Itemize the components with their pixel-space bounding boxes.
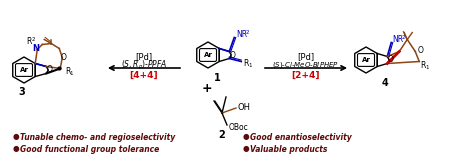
Text: O: O: [60, 53, 66, 62]
Text: 2: 2: [245, 30, 249, 35]
Text: [Pd]: [Pd]: [136, 52, 153, 62]
Text: R: R: [243, 59, 249, 68]
Text: Ar: Ar: [362, 57, 371, 63]
Text: [4+4]: [4+4]: [130, 70, 158, 80]
Text: O: O: [229, 50, 235, 60]
Text: O: O: [46, 66, 52, 75]
Text: 2: 2: [401, 35, 405, 40]
Text: [Pd]: [Pd]: [298, 52, 315, 62]
Text: Valuable products: Valuable products: [250, 145, 328, 153]
Text: Good enantioselectivity: Good enantioselectivity: [250, 132, 352, 142]
Text: R: R: [420, 61, 426, 70]
Text: Tunable chemo- and regioselectivity: Tunable chemo- and regioselectivity: [20, 132, 175, 142]
Text: O: O: [387, 55, 393, 65]
Text: R: R: [65, 67, 71, 76]
Text: Ar: Ar: [19, 67, 28, 73]
Text: $(S)$-Cl-MeO-BIPHEP: $(S)$-Cl-MeO-BIPHEP: [273, 60, 339, 70]
Text: 2: 2: [219, 130, 225, 140]
Text: Ar: Ar: [203, 52, 212, 58]
Text: R: R: [27, 37, 32, 46]
Text: $(S,R_p)$-PPFA: $(S,R_p)$-PPFA: [121, 58, 167, 72]
Text: N: N: [32, 44, 39, 53]
Text: 4: 4: [382, 78, 388, 88]
Text: +: +: [202, 82, 212, 95]
Text: ●: ●: [13, 145, 19, 153]
Text: O: O: [417, 46, 423, 55]
Text: NR: NR: [392, 35, 403, 44]
Text: OBoc: OBoc: [229, 122, 249, 132]
Text: 1: 1: [214, 73, 220, 83]
Text: 2: 2: [31, 37, 35, 42]
Text: 3: 3: [18, 87, 26, 97]
Text: 1: 1: [425, 65, 429, 70]
Text: ●: ●: [13, 132, 19, 142]
Text: ●: ●: [243, 132, 250, 142]
Text: 1: 1: [248, 63, 252, 68]
Text: ●: ●: [243, 145, 250, 153]
Text: OH: OH: [238, 103, 251, 113]
Text: 1: 1: [69, 71, 73, 76]
Text: NR: NR: [236, 30, 247, 39]
Text: Good functional group tolerance: Good functional group tolerance: [20, 145, 159, 153]
Text: [2+4]: [2+4]: [292, 70, 320, 80]
